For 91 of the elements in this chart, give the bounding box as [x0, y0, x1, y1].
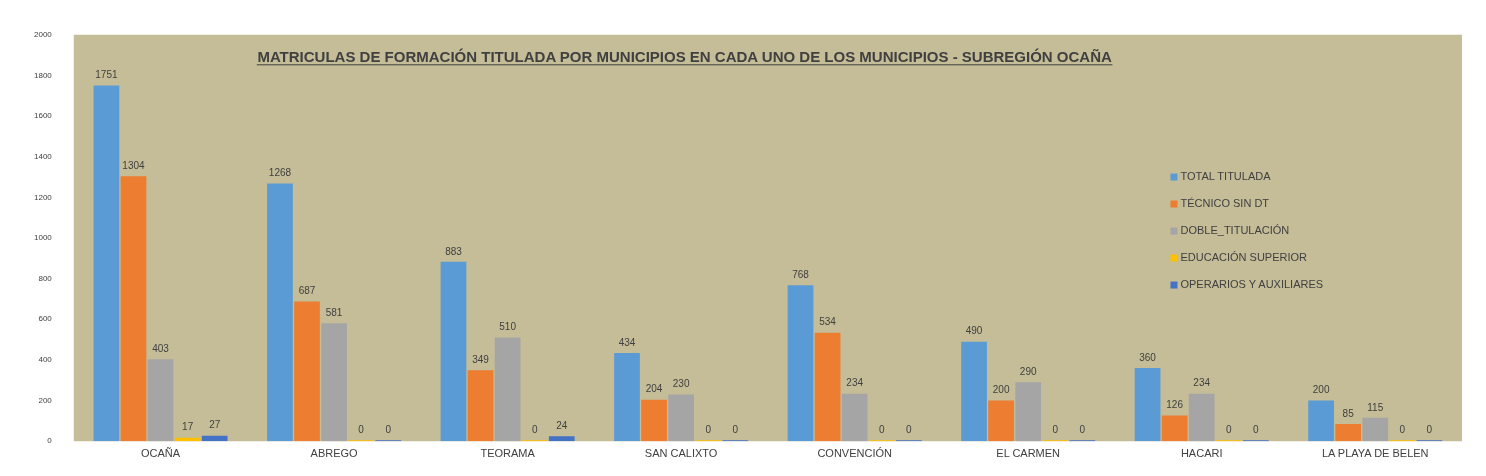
bar: [494, 337, 521, 442]
data-label: 0: [531, 423, 538, 435]
data-label: 204: [645, 383, 663, 395]
bar: [668, 394, 694, 442]
text: MATRICULAS DE FORMACIÓN TITULADA POR MUNICIPIOS EN CADA UNO DE LOS MUNICIPIOS - SUBREGIÓN OCAÑA: [257, 47, 1112, 65]
bar: [440, 261, 467, 442]
bar: [841, 393, 868, 442]
data-label: 0: [1226, 423, 1232, 435]
data-label: 290: [1019, 366, 1037, 378]
data-label: 360: [1139, 351, 1157, 363]
bar: [1335, 423, 1362, 442]
data-label: 1304: [122, 159, 146, 171]
bar: [641, 399, 667, 442]
y-tick-label: 2000: [34, 30, 53, 39]
x-tick-label: CONVENCIÓN: [817, 446, 892, 459]
data-label: 27: [209, 419, 221, 431]
y-tick-label: 1400: [34, 151, 53, 161]
data-label: 1268: [268, 167, 292, 179]
y-tick-label: 400: [38, 355, 53, 365]
bar: [614, 353, 640, 442]
y-tick-label: 0: [47, 436, 53, 446]
data-label: 234: [846, 377, 864, 389]
data-label: 0: [1079, 423, 1086, 435]
data-label: 403: [152, 343, 170, 355]
bar: [267, 183, 293, 442]
data-label: 581: [325, 306, 343, 318]
data-label: 0: [1399, 423, 1406, 435]
data-label: 687: [298, 285, 316, 297]
bar: [294, 301, 320, 442]
data-label: 490: [965, 325, 983, 337]
bar: [201, 435, 228, 442]
legend-label: EDUCACIÓN SUPERIOR: [1180, 251, 1308, 264]
x-tick-label: OCAÑA: [141, 446, 181, 459]
data-label: 234: [1193, 377, 1211, 389]
legend-label: TOTAL TITULADA: [1180, 170, 1272, 183]
bar: [1308, 400, 1334, 442]
y-tick-label: 600: [38, 314, 53, 324]
legend-label: TÉCNICO SIN DT: [1180, 197, 1270, 210]
x-tick-label: TEORAMA: [480, 446, 536, 459]
data-label: 0: [358, 423, 365, 435]
legend-label: DOBLE_TITULACIÓN: [1180, 224, 1290, 237]
x-tick-label: LA PLAYA DE BELEN: [1321, 446, 1429, 459]
x-tick-label: ABREGO: [310, 446, 359, 459]
bar: [1362, 417, 1389, 442]
data-label: 434: [618, 336, 636, 348]
y-tick-label: 1000: [34, 233, 53, 243]
y-tick-label: 1200: [34, 192, 53, 202]
bar: [1134, 368, 1161, 442]
data-label: 0: [1426, 423, 1433, 435]
data-label: 85: [1342, 407, 1355, 419]
legend-label: OPERARIOS Y AUXILIARES: [1180, 278, 1324, 291]
x-tick-label: HACARI: [1180, 446, 1223, 459]
data-label: 1751: [95, 69, 118, 81]
bar: [147, 359, 174, 442]
y-tick-label: 1600: [34, 111, 53, 121]
data-label: 200: [992, 384, 1010, 396]
bar: [120, 176, 147, 442]
data-label: 0: [1052, 423, 1059, 435]
bar: [548, 436, 575, 442]
data-label: 883: [445, 245, 463, 257]
data-label: 0: [878, 423, 885, 435]
data-label: 0: [1253, 423, 1260, 435]
data-label: 115: [1367, 401, 1384, 413]
data-label: 510: [499, 321, 517, 333]
data-label: 0: [385, 423, 392, 435]
bar: [93, 85, 120, 442]
data-label: 24: [556, 420, 568, 432]
data-label: 0: [705, 423, 712, 435]
y-tick-label: 800: [38, 273, 53, 283]
x-tick-label: SAN CALIXTO: [644, 446, 718, 459]
bar: [1015, 382, 1042, 442]
data-label: 0: [732, 423, 739, 435]
bar: [961, 341, 987, 442]
data-label: 230: [672, 378, 690, 390]
data-label: 17: [182, 421, 194, 433]
y-tick-label: 200: [38, 395, 53, 405]
bar: [988, 400, 1014, 442]
data-label: 0: [906, 423, 913, 435]
bar: [467, 370, 494, 442]
data-label: 768: [792, 268, 810, 280]
data-label: 349: [472, 354, 490, 366]
bar: [1161, 415, 1188, 442]
y-tick-label: 1800: [34, 70, 53, 80]
x-tick-label: EL CARMEN: [996, 446, 1061, 459]
bar: [814, 332, 841, 442]
data-label: 200: [1312, 384, 1330, 396]
data-label: 534: [819, 316, 837, 328]
bar: [787, 285, 814, 442]
data-label: 126: [1166, 399, 1184, 411]
bar: [1188, 393, 1215, 442]
bar: [321, 323, 347, 442]
